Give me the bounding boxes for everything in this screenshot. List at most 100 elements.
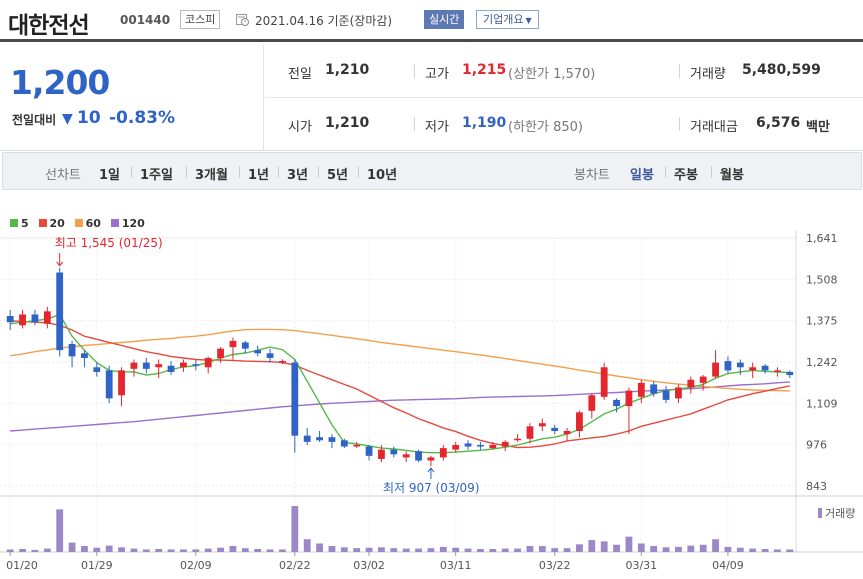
candle-body [489,444,497,449]
ma20-line [10,320,790,449]
volume-bar [464,548,472,552]
range-3m[interactable]: 3개월 [195,168,228,183]
volume-bar [303,539,311,552]
range-1d[interactable]: 1일 [99,168,121,183]
candle-body [31,314,39,323]
range-5y[interactable]: 5년 [327,168,349,183]
candle-body [625,390,633,407]
volume-bar [712,539,719,552]
candle-body [105,370,113,399]
range-1y[interactable]: 1년 [248,168,270,183]
candle-body [551,427,559,431]
candle-body [662,390,670,400]
volume-bar [68,542,76,552]
candle-body [699,376,707,383]
stock-name: 대한전선 [8,13,90,39]
candle-body [724,361,732,371]
volume-label: 거래량 [690,67,726,82]
candle-body [6,316,14,323]
candle-body [241,342,249,349]
candle-body [291,362,299,436]
candle-body [390,449,398,455]
separator [711,166,712,178]
x-tick-label: 04/09 [712,559,744,572]
volume-bar [19,549,26,552]
amount-label: 거래대금 [690,120,738,135]
x-tick-label: 03/02 [353,559,385,572]
range-3y[interactable]: 3년 [287,168,309,183]
volume-bar [6,549,14,552]
candle-body [43,311,51,324]
volume-bar [93,547,101,552]
candle-body [576,412,583,431]
range-1w[interactable]: 1주일 [140,168,173,183]
volume-bar [31,549,39,552]
separator [278,166,279,178]
volume-bar [489,549,497,552]
candle-monthly[interactable]: 월봉 [720,168,744,183]
market-badge: 코스피 [180,10,221,29]
separator [239,166,240,178]
chart-axes: 1,641 1,508 1,375 1,242 1,109 976 843 01/20 01/2… [6,232,855,572]
candle-body [378,449,385,459]
moving-average-lines [10,313,790,454]
volume-bar [180,549,187,552]
y-tick-label: 1,641 [806,232,838,245]
legend-ma120: 120 [110,217,145,230]
separator [679,117,680,131]
candle-body [452,444,460,450]
candle-body [340,440,348,447]
x-tick-label: 03/22 [539,559,571,572]
y-tick-label: 1,375 [806,315,838,328]
clock-icon [236,14,249,26]
separator [414,64,415,78]
open-label: 시가 [288,120,312,135]
candle-weekly[interactable]: 주봉 [674,168,698,183]
row-divider [265,97,863,98]
volume-bar [538,546,546,552]
candle-body [712,362,719,377]
volume-bar [699,544,707,552]
high-value: 1,215 [462,62,507,78]
candle-body [328,437,336,442]
candle-body [93,367,101,372]
range-10y[interactable]: 10년 [367,168,398,183]
change-percent: -0.83% [109,108,176,128]
down-triangle-icon: ▼ [62,111,73,127]
y-tick-label: 843 [806,480,827,493]
change-value: 10 [77,108,101,128]
ma5-line [10,313,790,454]
volume-bar [600,541,608,552]
y-tick-label: 1,242 [806,356,838,369]
volume-bar [774,549,781,552]
volume-bar [514,548,521,552]
volume-bar [501,548,509,552]
y-tick-label: 1,109 [806,397,838,410]
candle-body [303,435,311,442]
x-tick-label: 01/29 [81,559,113,572]
volume-bar [105,545,113,552]
stock-header: 대한전선 001440 코스피 2021.04.16 기준(장마감) 실시간 기… [0,0,863,42]
separator [414,117,415,131]
candle-body [68,343,76,357]
high-annotation: 최고 1,545 (01/25) [55,236,163,250]
high-label: 고가 [425,67,449,82]
candle-body [402,454,410,458]
period-bar: 선차트 1일 1주일 3개월 1년 3년 5년 10년 봉차트 일봉 주봉 월봉 [2,152,862,190]
high-arrowhead [56,261,64,267]
company-overview-dropdown[interactable]: 기업개요 ▼ [476,10,539,29]
candle-body [786,371,794,376]
volume-bar [786,549,794,552]
candle-body [637,382,645,397]
candle-daily[interactable]: 일봉 [630,168,654,183]
volume-value: 5,480,599 [742,62,821,78]
base-date: 2021.04.16 기준(장마감) [255,14,393,28]
candle-body [254,350,262,354]
volume-bar [229,546,237,552]
volume-bar [452,547,460,552]
ma60-line [10,328,790,392]
realtime-button[interactable]: 실시간 [424,10,465,29]
candle-body [316,437,323,441]
volume-bar [328,546,336,552]
candle-body [204,357,212,368]
